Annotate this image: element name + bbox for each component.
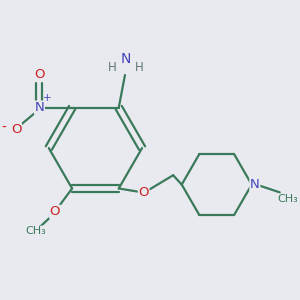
Text: CH₃: CH₃ xyxy=(25,226,46,236)
Text: H: H xyxy=(135,61,143,74)
Text: -: - xyxy=(1,121,6,135)
Text: N: N xyxy=(34,101,44,114)
Text: H: H xyxy=(108,61,117,74)
Text: O: O xyxy=(11,123,21,136)
Text: +: + xyxy=(43,93,52,103)
Text: CH₃: CH₃ xyxy=(278,194,298,204)
Text: O: O xyxy=(34,68,45,81)
Text: O: O xyxy=(138,186,149,199)
Text: N: N xyxy=(121,52,131,67)
Text: N: N xyxy=(250,178,260,191)
Text: O: O xyxy=(50,205,60,218)
